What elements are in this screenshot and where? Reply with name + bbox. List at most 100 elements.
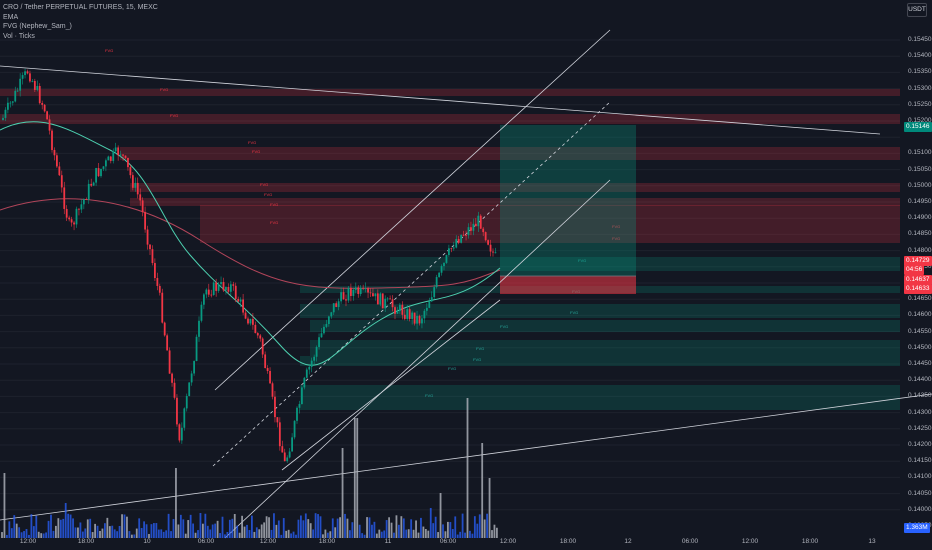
price-tick: 0.14800 — [908, 246, 932, 254]
candle — [484, 232, 487, 241]
price-tick: 0.15450 — [908, 36, 932, 43]
candle — [205, 289, 208, 295]
indicator-fvg[interactable]: FVG (Nephew_Sam_) — [3, 23, 72, 30]
candle — [2, 117, 4, 120]
candle — [271, 383, 274, 397]
volume-bar — [231, 518, 234, 538]
volume-bar — [133, 534, 136, 538]
volume-bar — [366, 517, 368, 538]
candle — [124, 155, 127, 158]
volume-bar — [182, 519, 185, 538]
candle — [399, 304, 401, 312]
volume-bar — [471, 533, 474, 538]
volume-bar — [302, 520, 305, 538]
volume-bar — [189, 514, 192, 538]
currency-button[interactable]: USDT — [907, 3, 927, 17]
fvg-zone — [300, 385, 900, 410]
fvg-label: FVG — [264, 192, 272, 197]
volume-bar — [52, 530, 55, 538]
volume-bar — [388, 517, 390, 538]
price-tick: 0.14600 — [908, 311, 932, 319]
volume-bar — [130, 534, 133, 538]
volume-bar — [91, 532, 94, 538]
volume-bar — [135, 528, 138, 538]
candle — [303, 377, 306, 388]
candle — [342, 292, 345, 300]
candle — [129, 167, 132, 176]
volume-bar — [277, 520, 280, 538]
volume-bar — [162, 531, 165, 538]
volume-bar — [219, 533, 221, 538]
volume-bar — [8, 521, 11, 538]
volume-bar — [32, 526, 35, 538]
price-tick: 0.14650 — [908, 295, 932, 303]
price-tick: 0.14400 — [908, 376, 932, 384]
candle — [465, 235, 467, 236]
volume-bar — [496, 527, 498, 538]
candle — [455, 239, 458, 248]
candle — [396, 311, 399, 314]
volume-bar — [263, 522, 266, 538]
volume-bar — [442, 524, 444, 538]
volume-bar — [50, 514, 52, 538]
price-tick: 0.14900 — [908, 214, 932, 222]
candle — [247, 318, 249, 324]
volume-bar — [385, 520, 388, 538]
candle — [171, 373, 173, 383]
volume-bar — [228, 519, 231, 538]
candle — [190, 373, 193, 383]
fvg-label: FVG — [425, 393, 433, 398]
price-tick: 0.15200 — [908, 117, 932, 124]
candle — [7, 102, 9, 110]
volume-bar — [214, 523, 217, 538]
candle — [494, 252, 497, 254]
volume-bar — [59, 519, 62, 538]
volume-bar — [236, 525, 239, 538]
candle — [252, 318, 254, 325]
price-tick: 0.15300 — [908, 84, 932, 92]
volume-bar — [368, 517, 371, 538]
volume-bar — [434, 516, 437, 538]
volume-bar — [378, 529, 381, 538]
candle — [310, 360, 313, 367]
volume-bar — [481, 443, 484, 538]
ema-fast — [0, 121, 501, 366]
candle — [254, 324, 257, 334]
candle — [95, 168, 97, 183]
candle — [48, 119, 51, 131]
candle — [425, 307, 428, 311]
fvg-label: FVG — [476, 346, 484, 351]
candle — [340, 292, 342, 302]
volume-bar — [476, 523, 479, 538]
volume-bar — [407, 529, 410, 538]
volume-bar — [238, 532, 241, 538]
candle — [266, 368, 269, 372]
volume-bar — [145, 524, 148, 538]
volume-bar — [300, 515, 302, 538]
volume-bar — [405, 529, 408, 538]
price-tick: 0.14300 — [908, 408, 932, 416]
volume-bar — [224, 534, 226, 538]
fvg-label: FVG — [252, 149, 260, 154]
volume-bar — [226, 531, 229, 538]
candle — [178, 424, 181, 441]
volume-bar — [265, 516, 268, 538]
volume-bar — [179, 514, 182, 538]
volume-bar — [157, 529, 160, 538]
candle — [391, 299, 394, 308]
volume-bar — [25, 529, 28, 538]
candle — [200, 304, 203, 321]
volume-bar — [459, 531, 462, 538]
candle — [416, 315, 418, 324]
candle — [327, 316, 330, 325]
indicator-volume[interactable]: Vol · Ticks — [3, 32, 35, 40]
indicator-ema[interactable]: EMA — [3, 13, 19, 21]
fvg-zone — [120, 147, 900, 160]
candle — [107, 156, 110, 161]
candle — [222, 282, 225, 291]
candle — [68, 217, 71, 220]
symbol-title[interactable]: CRO / Tether PERPETUAL FUTURES, 15, MEXC — [3, 4, 158, 11]
candle — [269, 371, 271, 384]
candle — [330, 312, 333, 317]
